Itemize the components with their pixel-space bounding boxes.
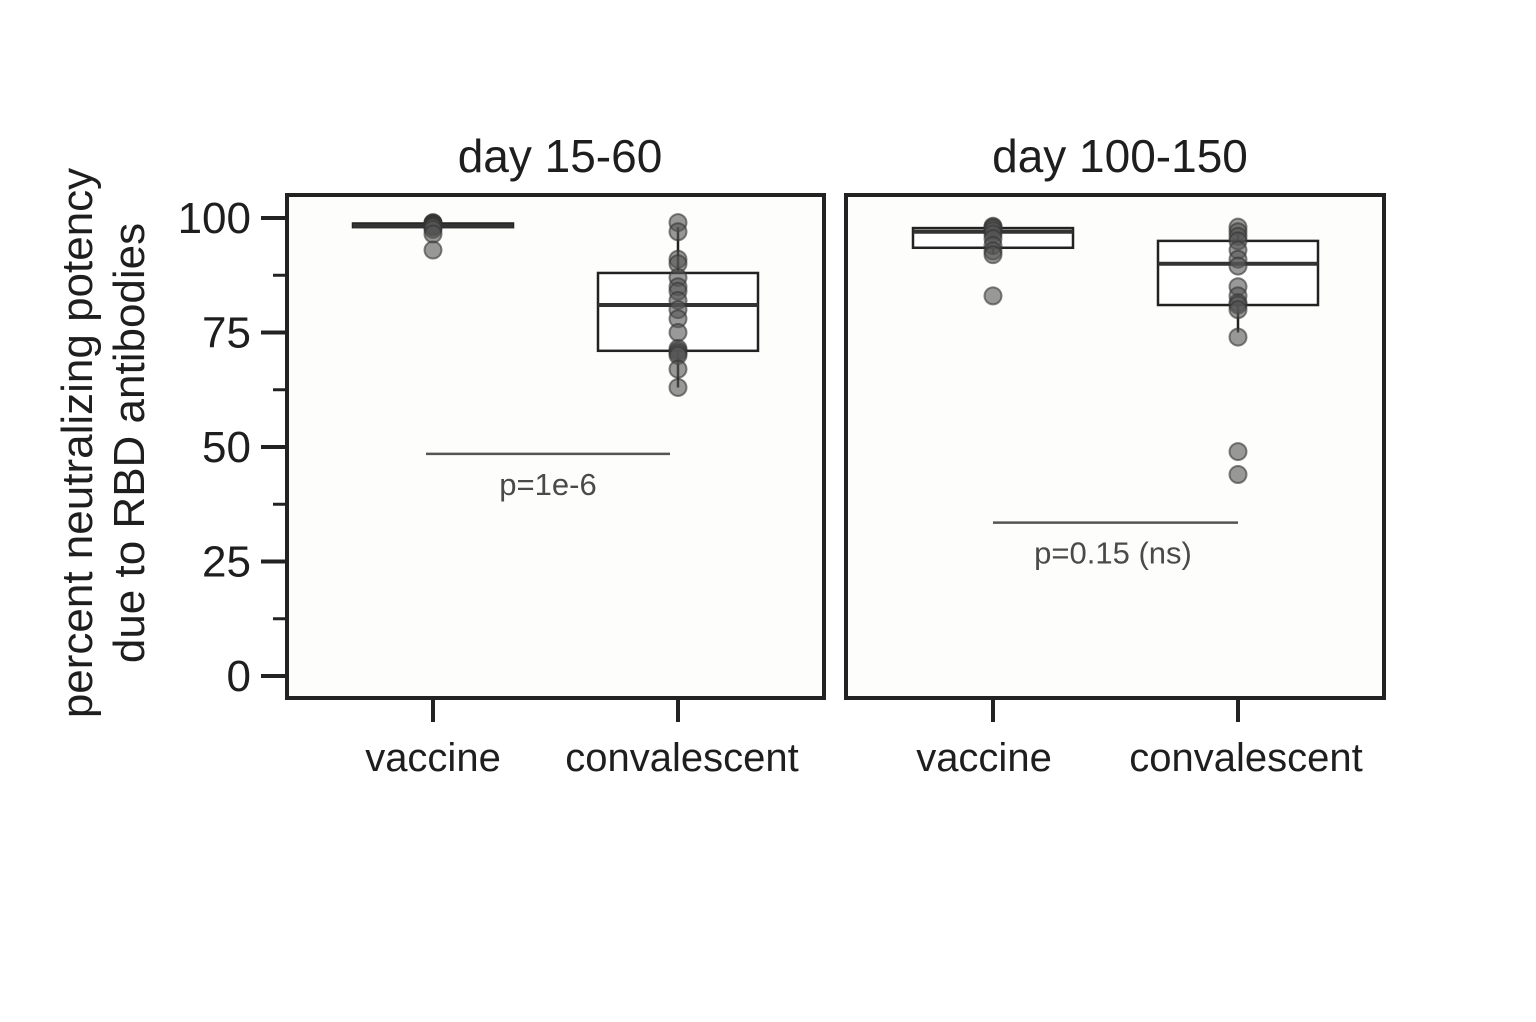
y-tick-label: 0	[227, 652, 251, 701]
points-layer	[423, 213, 688, 397]
p-value-label: p=0.15 (ns)	[1034, 536, 1192, 571]
data-point-convalescent	[1228, 300, 1248, 320]
panel-frame	[285, 193, 826, 700]
significance-annotation: p=0.15 (ns)	[993, 521, 1238, 571]
points-layer	[983, 216, 1248, 484]
data-point-convalescent	[668, 377, 688, 397]
y-axis-title-line1: percent neutralizing potency	[53, 168, 102, 718]
x-tick-label-convalescent: convalescent	[1129, 736, 1362, 780]
data-point-convalescent	[1228, 256, 1248, 276]
data-point-convalescent	[668, 359, 688, 379]
x-tick-label-vaccine: vaccine	[916, 736, 1052, 780]
y-tick-label: 25	[202, 538, 251, 587]
data-point-convalescent	[1228, 327, 1248, 347]
y-axis-title-line2: due to RBD antibodies	[105, 223, 154, 663]
data-point-vaccine	[423, 224, 443, 244]
significance-annotation: p=1e-6	[426, 452, 670, 502]
data-point-vaccine	[983, 245, 1003, 265]
panel-title: day 15-60	[458, 130, 663, 182]
data-point-convalescent	[668, 222, 688, 242]
panel-day-100-150: day 100-150 p=0.15 (ns) vaccine convales…	[844, 130, 1386, 780]
y-tick-label: 50	[202, 423, 251, 472]
panel-title: day 100-150	[992, 130, 1248, 182]
panel-day-15-60: day 15-60 0 25 50 75 100 p=1e-6 vaccine conv…	[178, 130, 826, 780]
y-axis: 0 25 50 75 100	[178, 194, 287, 701]
data-point-convalescent	[668, 323, 688, 342]
x-tick-label-convalescent: convalescent	[565, 736, 798, 780]
y-tick-label: 100	[178, 194, 251, 243]
x-tick-label-vaccine: vaccine	[365, 736, 501, 780]
x-axis: vaccine convalescent	[365, 698, 799, 780]
data-point-convalescent	[1228, 464, 1248, 484]
data-point-vaccine	[423, 240, 443, 260]
x-axis: vaccine convalescent	[916, 698, 1363, 780]
p-value-label: p=1e-6	[499, 467, 596, 502]
data-point-vaccine	[983, 286, 1003, 306]
data-point-convalescent	[1228, 442, 1248, 462]
y-tick-label: 75	[202, 309, 251, 358]
